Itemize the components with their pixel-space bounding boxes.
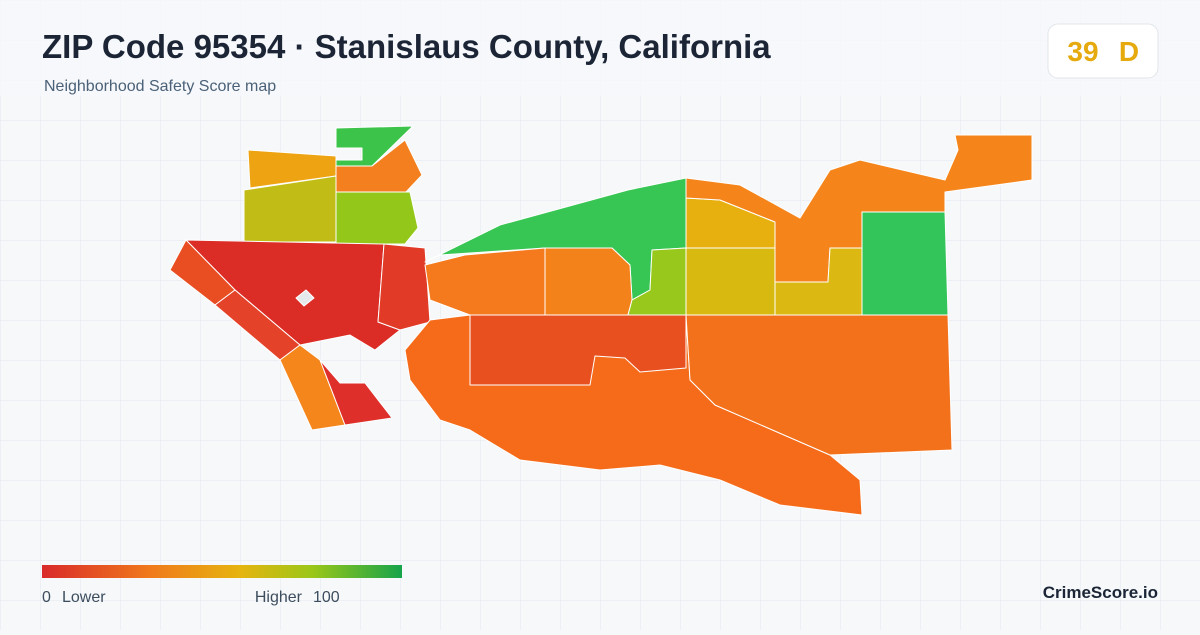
legend-min: 0	[42, 589, 51, 606]
legend-bar	[42, 565, 402, 578]
legend-max: 100	[313, 589, 340, 606]
score-badge	[1047, 23, 1159, 79]
map-areas	[169, 125, 1033, 516]
header-band	[0, 0, 1200, 96]
legend-max-label: Higher	[255, 589, 303, 606]
score-grade: D	[1119, 36, 1139, 67]
score-value: 39	[1067, 36, 1098, 67]
subtitle: Neighborhood Safety Score map	[44, 78, 276, 95]
legend-min-label: Lower	[62, 589, 106, 606]
brand: CrimeScore.io	[1043, 583, 1158, 602]
title: ZIP Code 95354 · Stanislaus County, Cali…	[42, 28, 771, 65]
